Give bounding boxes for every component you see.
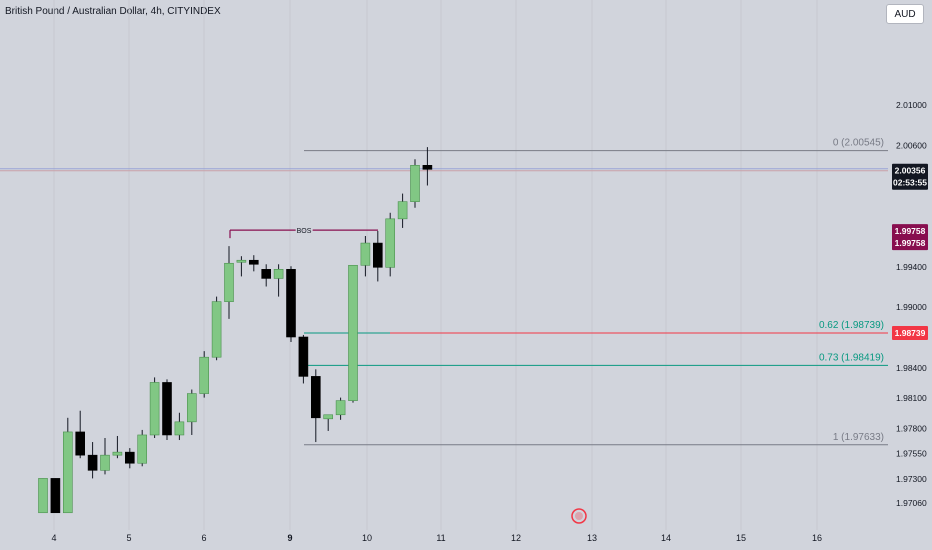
candle-body-9 <box>149 382 160 436</box>
x-tick-label-5: 11 <box>436 533 445 543</box>
fib-level-label-0: 0 (2.00545) <box>833 138 884 149</box>
y-tick-label-7: 1.97550 <box>896 449 927 459</box>
candle-body-1 <box>50 478 61 514</box>
x-tick-label-0: 4 <box>51 533 56 543</box>
price-tag-1-line-0: 1.99758 <box>895 226 926 236</box>
y-tick-label-6: 1.97800 <box>896 423 927 433</box>
price-tag-0-line-1: 02:53:55 <box>893 178 927 188</box>
candle-body-4 <box>87 454 98 471</box>
candle-body-31 <box>422 165 433 170</box>
economic-event-icon-inner <box>575 512 583 520</box>
price-tag-2-line-0: 1.98739 <box>895 328 926 338</box>
price-tag-1 <box>892 224 928 251</box>
x-tick-label-6: 12 <box>511 533 521 543</box>
y-tick-label-2: 1.99400 <box>896 262 927 272</box>
y-tick-label-3: 1.99000 <box>896 302 927 312</box>
candle-body-22 <box>310 376 321 419</box>
x-tick-label-3: 9 <box>287 533 292 543</box>
candle-body-20 <box>286 269 296 338</box>
candle-body-14 <box>211 301 222 358</box>
x-tick-label-1: 5 <box>126 533 131 543</box>
y-tick-label-1: 2.00600 <box>896 141 927 151</box>
candle-body-15 <box>224 262 234 302</box>
candle-body-25 <box>348 264 358 401</box>
candle-body-8 <box>137 434 147 464</box>
price-tag-0-line-0: 2.00356 <box>895 166 926 176</box>
economic-event-icon[interactable] <box>571 508 587 524</box>
candle-body-11 <box>174 421 185 436</box>
candle-body-24 <box>335 400 346 416</box>
bos-label: BOS <box>297 228 312 235</box>
y-tick-label-5: 1.98100 <box>896 393 927 403</box>
price-tag-2 <box>892 326 928 341</box>
candle-body-30 <box>410 165 420 202</box>
candle-body-19 <box>273 269 284 279</box>
y-tick-label-4: 1.98400 <box>896 363 927 373</box>
x-tick-label-4: 10 <box>362 533 372 543</box>
x-tick-label-9: 15 <box>736 533 746 543</box>
price-tag-1-line-1: 1.99758 <box>895 238 926 248</box>
price-tag-0 <box>892 163 928 190</box>
x-tick-label-7: 13 <box>587 533 597 543</box>
candle-body-7 <box>125 451 135 464</box>
candle-body-18 <box>261 269 272 279</box>
fib-level-label-3: 1 (1.97633) <box>833 432 884 443</box>
candle-body-3 <box>75 431 85 456</box>
candle-body-10 <box>162 382 172 436</box>
candle-body-2 <box>62 431 73 514</box>
y-tick-label-8: 1.97300 <box>896 474 927 484</box>
y-tick-label-9: 1.97060 <box>896 498 927 508</box>
candle-body-28 <box>385 218 396 268</box>
candle-body-6 <box>112 451 123 456</box>
candle-body-13 <box>199 356 209 394</box>
candle-body-0 <box>38 478 48 514</box>
fib-level-label-1: 0.62 (1.98739) <box>819 320 884 331</box>
currency-button[interactable]: AUD <box>886 4 924 24</box>
candle-body-26 <box>360 242 371 266</box>
chart-title: British Pound / Australian Dollar, 4h, C… <box>5 6 221 17</box>
x-tick-label-10: 16 <box>812 533 822 543</box>
candle-body-23 <box>323 414 334 420</box>
candle-body-16 <box>236 259 247 263</box>
y-tick-label-0: 2.01000 <box>896 100 927 110</box>
candle-body-21 <box>298 336 309 377</box>
fib-level-label-2: 0.73 (1.98419) <box>819 352 884 363</box>
x-tick-label-2: 6 <box>201 533 206 543</box>
candle-body-17 <box>249 259 259 265</box>
x-tick-label-8: 14 <box>661 533 671 543</box>
candle-body-12 <box>187 393 197 423</box>
candle-body-27 <box>372 242 383 268</box>
candle-body-5 <box>100 454 110 471</box>
candle-body-29 <box>397 201 408 220</box>
